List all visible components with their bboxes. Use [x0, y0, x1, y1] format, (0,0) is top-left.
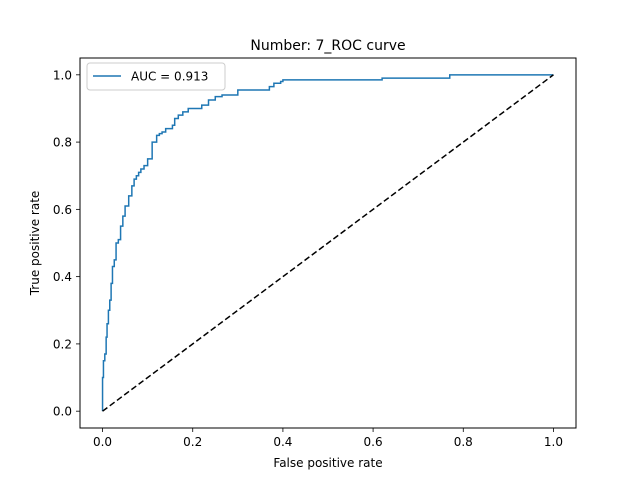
plot-area [101, 74, 554, 412]
x-axis-label: False positive rate [273, 456, 382, 470]
x-tick-label: 0.2 [183, 435, 202, 449]
legend-box [86, 62, 226, 91]
y-tick-label: 0.4 [53, 270, 72, 284]
roc-curve-line [101, 74, 554, 412]
x-tick-label: 1.0 [544, 435, 563, 449]
y-tick-label: 1.0 [53, 68, 72, 82]
x-tick-label: 0.6 [364, 435, 383, 449]
x-tick-label: 0.4 [273, 435, 292, 449]
legend-label: AUC = 0.913 [131, 70, 208, 84]
legend: AUC = 0.913 [86, 62, 226, 91]
axes-frame [79, 57, 577, 429]
chance-diagonal-line [102, 74, 554, 412]
y-axis-label: True positive rate [28, 191, 42, 297]
x-axis: 0.0 0.2 0.4 0.6 0.8 1.0 [93, 428, 563, 449]
x-tick-label: 0.0 [93, 435, 112, 449]
y-tick-label: 0.0 [53, 405, 72, 419]
x-tick-label: 0.8 [454, 435, 473, 449]
chart-title: Number: 7_ROC curve [250, 38, 405, 54]
y-tick-label: 0.6 [53, 203, 72, 217]
y-axis: 0.0 0.2 0.4 0.6 0.8 1.0 [53, 68, 80, 419]
y-tick-label: 0.2 [53, 337, 72, 351]
y-tick-label: 0.8 [53, 136, 72, 150]
